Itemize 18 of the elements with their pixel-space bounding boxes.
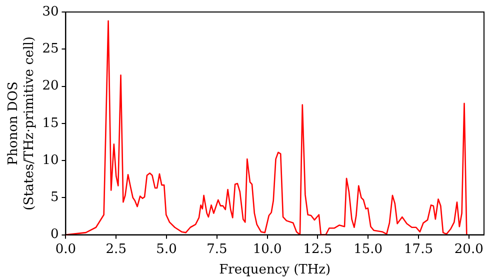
x-axis-title: Frequency (THz): [219, 262, 331, 278]
y-axis-title: Phonon DOS (States/THz·primitive cell): [6, 36, 37, 210]
x-tick-label: 12.5: [303, 242, 332, 257]
y-tick-label: 5: [50, 190, 59, 206]
x-tick-label: 15.0: [354, 242, 383, 257]
x-tick-label: 2.5: [106, 242, 126, 257]
y-tick-label: 15: [42, 116, 59, 131]
x-tick-label: 20.0: [454, 242, 484, 257]
x-tick-label: 7.5: [206, 242, 228, 257]
x-tick-label: 0.0: [55, 242, 76, 257]
x-tick-label: 5.0: [156, 242, 177, 257]
x-tick-label: 10.0: [252, 242, 282, 257]
y-tick-label: 30: [42, 4, 59, 20]
y-tick-label: 10: [42, 152, 59, 168]
y-tick-label: 0: [50, 227, 59, 242]
y-tick-label: 25: [42, 42, 59, 57]
x-tick-label: 17.5: [404, 242, 433, 257]
y-tick-label: 20: [42, 78, 59, 94]
